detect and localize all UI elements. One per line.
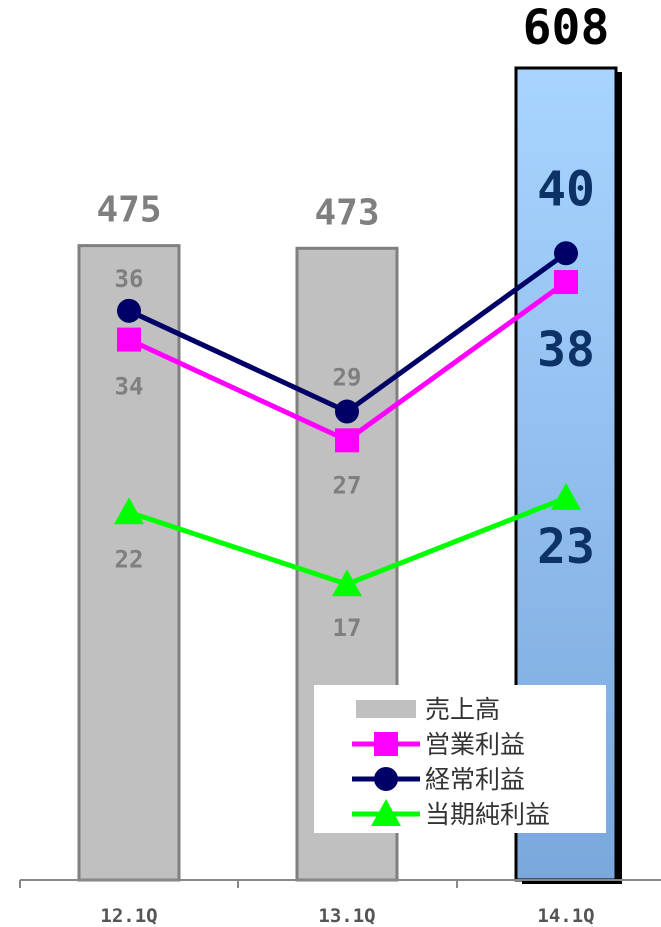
triangle-marker [332, 569, 362, 597]
point-value-label: 38 [537, 322, 595, 378]
legend-square-marker [374, 732, 398, 756]
x-tick-label: 13.1Q [318, 905, 375, 927]
point-value-label: 22 [115, 545, 144, 573]
point-value-label: 40 [537, 161, 595, 217]
legend-label: 当期純利益 [425, 800, 550, 829]
x-tick-label: 12.1Q [100, 905, 157, 927]
legend-swatch-bar [356, 700, 416, 718]
square-marker [117, 327, 141, 352]
circle-marker [335, 399, 359, 424]
point-value-label: 27 [333, 471, 362, 499]
point-value-label: 34 [115, 373, 144, 401]
point-value-label: 29 [333, 364, 362, 392]
legend-circle-marker [374, 767, 398, 791]
triangle-marker [551, 482, 581, 510]
point-value-label: 17 [333, 614, 362, 642]
bar-value-label: 473 [314, 192, 379, 233]
triangle-marker [114, 497, 144, 525]
legend-label: 売上高 [425, 695, 500, 724]
bar-value-label: 475 [96, 190, 161, 231]
circle-marker [117, 298, 141, 323]
point-value-label: 23 [537, 519, 595, 575]
legend-triangle-marker [371, 799, 401, 826]
legend-label: 経常利益 [425, 765, 525, 794]
square-marker [554, 270, 578, 295]
point-value-label: 36 [115, 265, 144, 293]
x-tick-label: 14.1Q [537, 905, 594, 927]
circle-marker [554, 241, 578, 266]
square-marker [335, 428, 359, 453]
bar-value-label: 608 [523, 0, 610, 56]
legend-label: 営業利益 [425, 730, 525, 759]
